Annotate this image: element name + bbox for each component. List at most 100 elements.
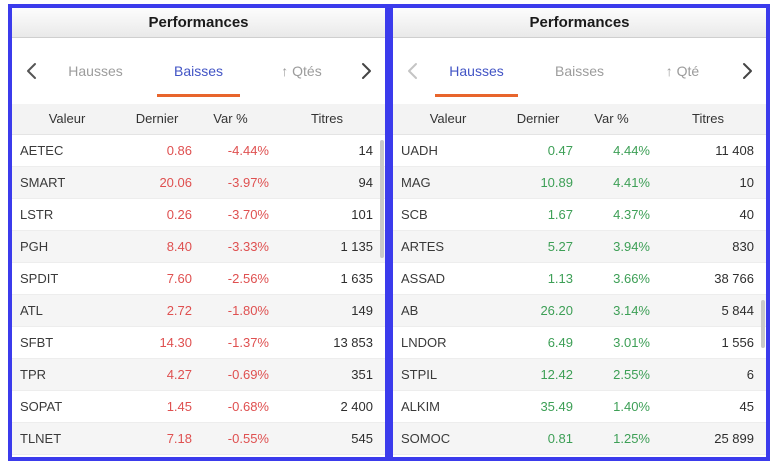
stock-ticker: PGH [12,230,122,263]
stock-ticker: SMART [12,166,122,199]
table-row[interactable]: TLNET 7.18 -0.55% 545 [12,422,385,455]
table-row[interactable]: PGH 8.40 -3.33% 1 135 [12,230,385,263]
stock-ticker: AB [393,294,503,327]
scrollbar-thumb[interactable] [761,300,765,348]
tab-bar: Hausses Baisses ↑ Qté [393,38,766,104]
volume: 5 844 [650,294,766,327]
variation-percent: 1.40% [573,390,650,423]
volume: 38 766 [650,262,766,295]
tab-qtes[interactable]: ↑ Qtés [281,63,322,79]
col-header-titres: Titres [269,104,385,135]
col-header-valeur: Valeur [12,104,122,135]
variation-percent: -0.69% [192,358,269,391]
panel-title: Performances [393,8,766,38]
volume: 1 556 [650,326,766,359]
volume: 1 635 [269,262,385,295]
scrollbar-thumb[interactable] [380,140,384,258]
variation-percent: 4.44% [573,134,650,167]
variation-percent: 3.66% [573,262,650,295]
volume: 94 [269,166,385,199]
stock-ticker: UADH [393,134,503,167]
performances-panel-baisses: Performances Hausses Baisses ↑ Qtés Vale… [8,4,389,461]
variation-percent: 4.41% [573,166,650,199]
chevron-left-icon[interactable] [399,38,425,104]
variation-percent: -0.55% [192,422,269,455]
last-price: 1.67 [503,198,573,231]
volume: 25 899 [650,422,766,455]
last-price: 2.72 [122,294,192,327]
last-price: 7.60 [122,262,192,295]
volume: 830 [650,230,766,263]
col-header-dernier: Dernier [122,104,192,135]
last-price: 1.45 [122,390,192,423]
stock-ticker: SFBT [12,326,122,359]
stock-ticker: ASSAD [393,262,503,295]
variation-percent: -1.80% [192,294,269,327]
col-header-var: Var % [192,104,269,135]
tab-hausses[interactable]: Hausses [425,38,528,104]
chevron-right-icon[interactable] [734,38,760,104]
table-row[interactable]: SCB 1.67 4.37% 40 [393,198,766,231]
volume: 10 [650,166,766,199]
table-row[interactable]: AB 26.20 3.14% 5 844 [393,294,766,327]
variation-percent: -3.70% [192,198,269,231]
table-row[interactable]: SOMOC 0.81 1.25% 25 899 [393,422,766,455]
last-price: 14.30 [122,326,192,359]
chevron-left-icon[interactable] [18,38,44,104]
volume: 11 408 [650,134,766,167]
variation-percent: -4.44% [192,134,269,167]
variation-percent: -3.33% [192,230,269,263]
volume: 13 853 [269,326,385,359]
last-price: 26.20 [503,294,573,327]
volume: 101 [269,198,385,231]
table-row[interactable]: ASSAD 1.13 3.66% 38 766 [393,262,766,295]
last-price: 12.42 [503,358,573,391]
stock-ticker: ALKIM [393,390,503,423]
tab-hausses[interactable]: Hausses [68,63,123,79]
table-row[interactable]: LSTR 0.26 -3.70% 101 [12,198,385,231]
table-row[interactable]: ARTES 5.27 3.94% 830 [393,230,766,263]
table-row[interactable]: TPR 4.27 -0.69% 351 [12,358,385,391]
variation-percent: -3.97% [192,166,269,199]
last-price: 35.49 [503,390,573,423]
tab-baisses[interactable]: Baisses [554,63,605,79]
column-header-row: Valeur Dernier Var % Titres [393,104,766,135]
last-price: 7.18 [122,422,192,455]
tab-qtes[interactable]: ↑ Qté [665,63,700,79]
volume: 45 [650,390,766,423]
table-row[interactable]: ATL 2.72 -1.80% 149 [12,294,385,327]
stock-ticker: LSTR [12,198,122,231]
variation-percent: 4.37% [573,198,650,231]
table-row[interactable]: SOPAT 1.45 -0.68% 2 400 [12,390,385,423]
performance-table: Valeur Dernier Var % Titres UADH 0.47 4.… [393,104,766,455]
tab-bar: Hausses Baisses ↑ Qtés [12,38,385,104]
volume: 351 [269,358,385,391]
performances-panel-hausses: Performances Hausses Baisses ↑ Qté Valeu… [389,4,770,461]
variation-percent: -0.68% [192,390,269,423]
table-row[interactable]: STPIL 12.42 2.55% 6 [393,358,766,391]
last-price: 0.47 [503,134,573,167]
table-row[interactable]: SPDIT 7.60 -2.56% 1 635 [12,262,385,295]
table-row[interactable]: LNDOR 6.49 3.01% 1 556 [393,326,766,359]
col-header-valeur: Valeur [393,104,503,135]
table-row[interactable]: ALKIM 35.49 1.40% 45 [393,390,766,423]
chevron-right-icon[interactable] [353,38,379,104]
variation-percent: -2.56% [192,262,269,295]
tab-baisses[interactable]: Baisses [147,38,250,104]
col-header-dernier: Dernier [503,104,573,135]
table-row[interactable]: SFBT 14.30 -1.37% 13 853 [12,326,385,359]
table-row[interactable]: SMART 20.06 -3.97% 94 [12,166,385,199]
last-price: 4.27 [122,358,192,391]
volume: 149 [269,294,385,327]
last-price: 1.13 [503,262,573,295]
last-price: 20.06 [122,166,192,199]
last-price: 0.81 [503,422,573,455]
last-price: 6.49 [503,326,573,359]
table-row[interactable]: MAG 10.89 4.41% 10 [393,166,766,199]
table-row[interactable]: AETEC 0.86 -4.44% 14 [12,134,385,167]
variation-percent: 1.25% [573,422,650,455]
last-price: 10.89 [503,166,573,199]
table-row[interactable]: UADH 0.47 4.44% 11 408 [393,134,766,167]
stock-ticker: AETEC [12,134,122,167]
